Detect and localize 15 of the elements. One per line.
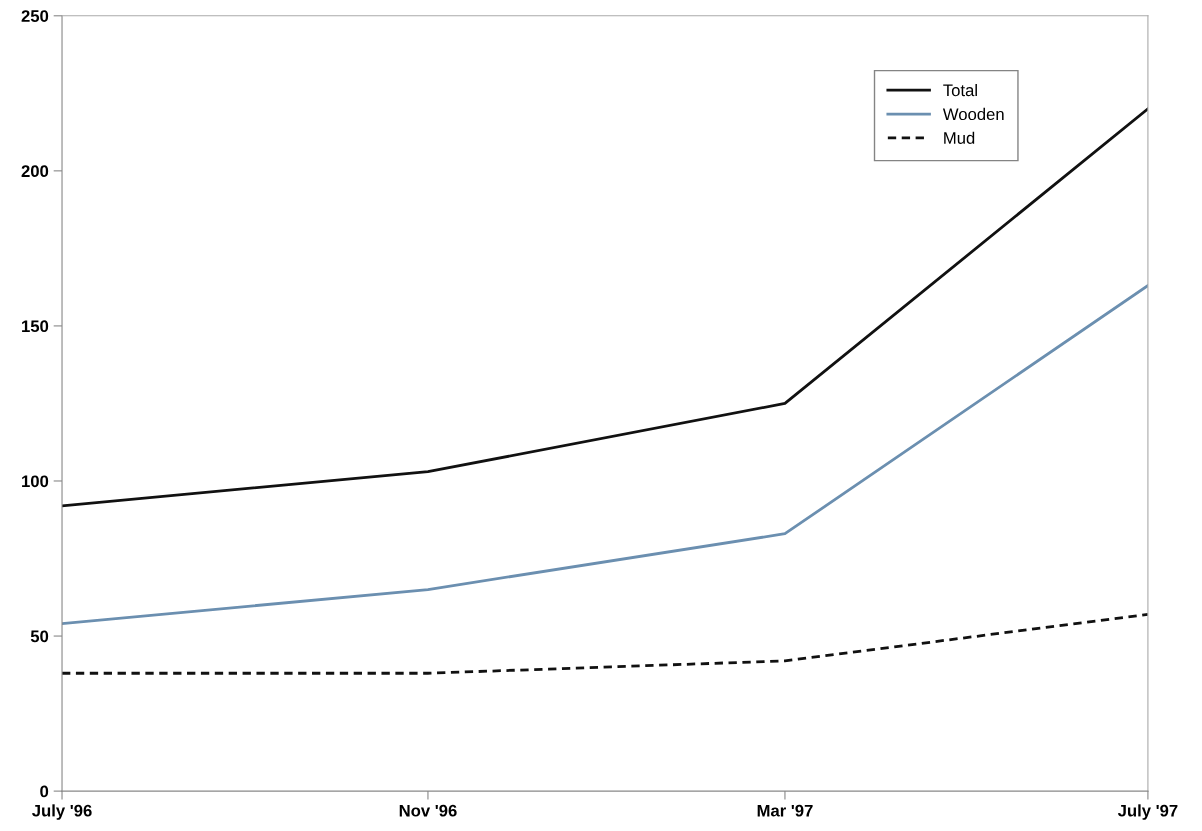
legend-label: Wooden bbox=[942, 107, 1004, 121]
legend-label: Mud bbox=[944, 131, 975, 144]
y-tick-label: 0 bbox=[40, 785, 49, 798]
y-tick-label: 100 bbox=[22, 475, 49, 488]
x-tick-label: Mar '97 bbox=[757, 804, 813, 817]
legend-label: Total bbox=[943, 83, 977, 97]
x-tick-label: Nov '96 bbox=[399, 804, 457, 817]
x-tick-label: July '96 bbox=[32, 804, 92, 820]
line-series bbox=[62, 107, 1148, 508]
x-tick-label: July '97 bbox=[1117, 804, 1178, 820]
y-tick-label: 250 bbox=[21, 10, 49, 22]
y-tick-label: 150 bbox=[22, 320, 49, 333]
y-tick-label: 50 bbox=[30, 630, 49, 643]
y-tick-label: 200 bbox=[21, 165, 49, 178]
line-series bbox=[62, 284, 1148, 626]
